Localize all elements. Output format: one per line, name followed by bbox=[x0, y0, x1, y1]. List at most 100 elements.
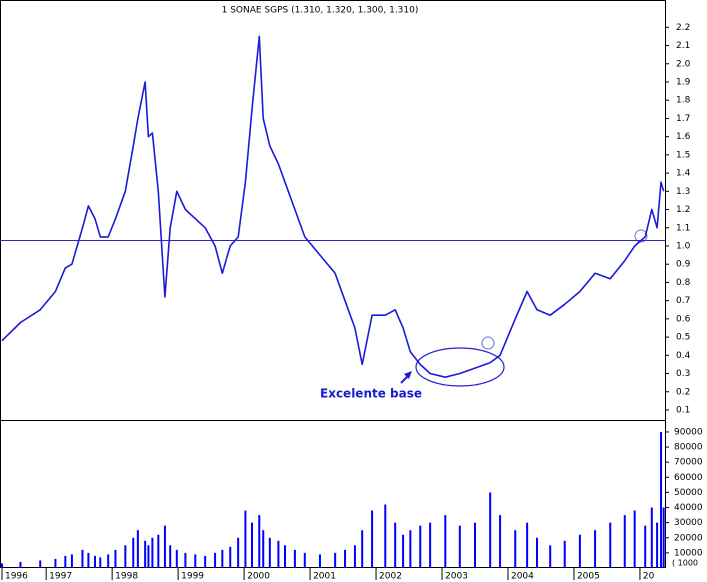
volume-bar bbox=[303, 552, 306, 568]
y-tick-label: 1.7 bbox=[676, 114, 690, 124]
y-tick-label: 0.7 bbox=[676, 296, 690, 306]
volume-bar bbox=[318, 554, 321, 568]
volume-bar bbox=[394, 522, 397, 568]
y-tick-label: 1.5 bbox=[676, 150, 690, 160]
volume-bar bbox=[644, 525, 647, 568]
volume-bar bbox=[409, 530, 412, 568]
volume-bar bbox=[124, 545, 127, 568]
volume-bar bbox=[144, 540, 147, 568]
volume-bar bbox=[344, 549, 347, 568]
volume-bar bbox=[662, 507, 665, 568]
volume-bar bbox=[163, 525, 166, 568]
volume-bar bbox=[169, 545, 172, 568]
volume-bar bbox=[244, 510, 247, 568]
y-tick-label: 2.0 bbox=[676, 59, 691, 69]
volume-bar bbox=[39, 560, 42, 568]
chart-title: 1 SONAE SGPS (1.310, 1.320, 1.300, 1.310… bbox=[222, 6, 419, 16]
volume-bar bbox=[157, 534, 160, 568]
volume-bar bbox=[175, 549, 178, 568]
y-tick-label: 60000 bbox=[674, 473, 703, 483]
volume-bar bbox=[384, 504, 387, 568]
volume-bar bbox=[204, 555, 207, 568]
volume-bar bbox=[87, 552, 90, 568]
volume-bar bbox=[419, 525, 422, 568]
y-tick-label: 50000 bbox=[674, 488, 703, 498]
volume-bar bbox=[94, 555, 96, 568]
volume-bar bbox=[251, 522, 254, 568]
volume-bar bbox=[594, 530, 597, 568]
volume-bar bbox=[99, 557, 102, 568]
x-tick-label: 2002 bbox=[379, 572, 402, 582]
y-tick-label: 0.5 bbox=[676, 333, 690, 343]
volume-bar bbox=[563, 540, 566, 568]
volume-bar bbox=[361, 530, 364, 568]
volume-bar bbox=[262, 530, 265, 568]
smiley-icon bbox=[481, 336, 495, 350]
volume-bar bbox=[623, 515, 626, 568]
volume-bar bbox=[499, 515, 502, 568]
volume-bar bbox=[132, 537, 135, 568]
volume-bar bbox=[136, 530, 139, 568]
x-tick-label: 1997 bbox=[49, 572, 72, 582]
y-tick-label: 2.1 bbox=[676, 41, 690, 51]
y-tick-label: 1.1 bbox=[676, 223, 690, 233]
volume-bar bbox=[656, 522, 659, 568]
volume-bar bbox=[536, 537, 539, 568]
y-tick-label: 0.2 bbox=[676, 387, 690, 397]
volume-bar bbox=[229, 546, 232, 568]
plot-frame bbox=[0, 0, 666, 568]
volume-bar bbox=[147, 545, 150, 568]
y-tick-label: 1.4 bbox=[676, 169, 691, 179]
volume-bar bbox=[258, 515, 261, 568]
volume-bar bbox=[633, 510, 636, 568]
volume-bar bbox=[214, 552, 217, 568]
volume-bar bbox=[268, 537, 271, 568]
volume-bar bbox=[184, 552, 187, 568]
volume-bar bbox=[353, 545, 356, 568]
volume-bar bbox=[293, 549, 296, 568]
volume-bar bbox=[474, 522, 476, 568]
y-tick-label: 70000 bbox=[674, 458, 703, 468]
volume-bar bbox=[19, 561, 22, 568]
y-tick-label: 20000 bbox=[674, 533, 703, 543]
volume-bar bbox=[64, 555, 67, 568]
volume-bar bbox=[107, 554, 110, 568]
y-tick-label: 0.4 bbox=[676, 351, 691, 361]
x-tick-label: 2001 bbox=[313, 572, 336, 582]
x-tick-label: 2004 bbox=[511, 572, 534, 582]
y-axis-label: ( 1000 bbox=[672, 559, 698, 568]
y-tick-label: 1.6 bbox=[676, 132, 691, 142]
y-tick-label: 1.2 bbox=[676, 205, 690, 215]
x-tick-label: 20 bbox=[643, 572, 655, 582]
volume-bar bbox=[70, 554, 73, 568]
volume-bar bbox=[650, 507, 653, 568]
y-tick-label: 0.1 bbox=[676, 405, 690, 415]
volume-bar bbox=[81, 549, 84, 568]
x-tick-label: 1998 bbox=[115, 572, 138, 582]
volume-bar bbox=[429, 522, 432, 568]
y-tick-label: 90000 bbox=[674, 427, 703, 437]
price-line bbox=[1, 35, 665, 378]
y-tick-label: 1.8 bbox=[676, 96, 691, 106]
y-tick-label: 2.2 bbox=[676, 23, 690, 33]
y-tick-label: 1.9 bbox=[676, 77, 691, 87]
y-tick-label: 0.3 bbox=[676, 369, 690, 379]
y-tick-label: 1.3 bbox=[676, 187, 690, 197]
y-tick-label: 30000 bbox=[674, 518, 703, 528]
volume-bar bbox=[444, 515, 447, 568]
volume-bar bbox=[151, 537, 154, 568]
y-tick-label: 0.8 bbox=[676, 278, 691, 288]
volume-bar bbox=[277, 540, 280, 568]
volume-bar bbox=[284, 545, 286, 568]
volume-bar bbox=[526, 522, 529, 568]
y-tick-label: 0.6 bbox=[676, 314, 691, 324]
volume-bar bbox=[0, 563, 3, 568]
volume-bar bbox=[458, 525, 461, 568]
volume-bar bbox=[334, 552, 337, 568]
annotation: Excelente base bbox=[320, 387, 422, 401]
y-tick-label: 10000 bbox=[674, 548, 703, 558]
y-tick-label: 40000 bbox=[674, 503, 703, 513]
volume-bar bbox=[402, 534, 405, 568]
volume-bar bbox=[221, 549, 224, 568]
